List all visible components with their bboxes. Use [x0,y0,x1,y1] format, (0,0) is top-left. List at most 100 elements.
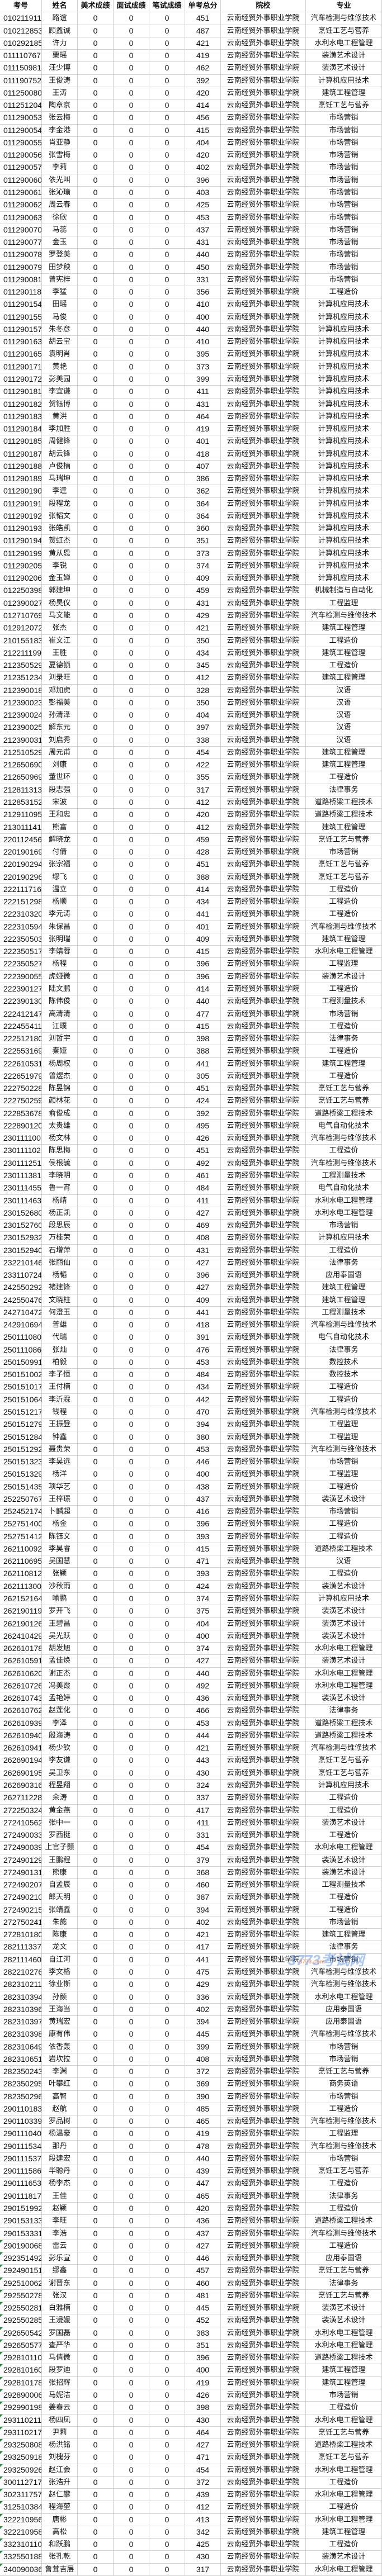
cell-school[interactable]: 云南经贸外事职业学院 [221,211,306,224]
cell-interview-score[interactable]: 0 [114,2128,149,2141]
cell-total-score[interactable]: 404 [185,709,221,722]
cell-major[interactable]: 法律事务 [306,1705,382,1718]
cell-interview-score[interactable]: 0 [114,1207,149,1220]
cell-total-score[interactable]: 434 [185,896,221,909]
cell-exam-id[interactable]: 262110812 [0,1568,42,1581]
cell-interview-score[interactable]: 0 [114,2152,149,2166]
cell-written-score[interactable]: 0 [149,1530,185,1543]
cell-art-score[interactable]: 0 [78,249,114,262]
cell-interview-score[interactable]: 0 [114,759,149,772]
cell-total-score[interactable]: 328 [185,684,221,697]
cell-exam-id[interactable]: 220190296 [0,871,42,884]
cell-interview-score[interactable]: 0 [114,1431,149,1444]
cell-exam-id[interactable]: 292810178 [0,2376,42,2389]
cell-exam-id[interactable]: 282310649 [0,2041,42,2053]
cell-school[interactable]: 云南经贸外事职业学院 [221,1667,306,1680]
cell-exam-id[interactable]: 011290060 [0,174,42,187]
cell-art-score[interactable]: 0 [78,1083,114,1095]
cell-exam-id[interactable]: 293250808 [0,2439,42,2452]
cell-exam-id[interactable]: 011290163 [0,336,42,349]
cell-art-score[interactable]: 0 [78,2090,114,2103]
cell-exam-id[interactable]: 290111817 [0,2190,42,2203]
cell-total-score[interactable]: 350 [185,634,221,647]
cell-written-score[interactable]: 0 [149,1244,185,1257]
cell-major[interactable]: 市场营销 [306,261,382,274]
cell-total-score[interactable]: 427 [185,2439,221,2452]
cell-art-score[interactable]: 0 [78,1369,114,1382]
cell-name[interactable]: 卢俊楠 [42,460,78,473]
cell-interview-score[interactable]: 0 [114,1481,149,1493]
cell-total-score[interactable]: 427 [185,2240,221,2253]
cell-name[interactable]: 李渊 [42,2066,78,2079]
cell-art-score[interactable]: 0 [78,1344,114,1356]
cell-art-score[interactable]: 0 [78,1953,114,1966]
cell-art-score[interactable]: 0 [78,647,114,660]
cell-total-score[interactable]: 336 [185,1991,221,2004]
cell-major[interactable]: 计算机应用技术 [306,448,382,461]
cell-art-score[interactable]: 0 [78,1991,114,2004]
cell-total-score[interactable]: 387 [185,1891,221,1904]
cell-written-score[interactable]: 0 [149,1269,185,1282]
cell-school[interactable]: 云南经贸外事职业学院 [221,2501,306,2514]
cell-school[interactable]: 云南经贸外事职业学院 [221,2177,306,2190]
cell-school[interactable]: 云南经贸外事职业学院 [221,1493,306,1506]
cell-major[interactable]: 计算机应用技术 [306,559,382,573]
cell-interview-score[interactable]: 0 [114,199,149,212]
cell-school[interactable]: 云南经贸外事职业学院 [221,2402,306,2414]
cell-total-score[interactable]: 369 [185,2078,221,2091]
cell-interview-score[interactable]: 0 [114,1891,149,1904]
cell-art-score[interactable]: 0 [78,1431,114,1444]
cell-school[interactable]: 云南经贸外事职业学院 [221,1319,306,1332]
cell-school[interactable]: 云南经贸外事职业学院 [221,1057,306,1070]
cell-written-score[interactable]: 0 [149,1929,185,1942]
cell-art-score[interactable]: 0 [78,734,114,747]
cell-art-score[interactable]: 0 [78,1754,114,1767]
cell-art-score[interactable]: 0 [78,162,114,174]
cell-major[interactable]: 计算机应用技术 [306,298,382,311]
cell-interview-score[interactable]: 0 [114,1406,149,1419]
cell-art-score[interactable]: 0 [78,1481,114,1493]
cell-school[interactable]: 云南经贸外事职业学院 [221,1356,306,1369]
cell-interview-score[interactable]: 0 [114,224,149,237]
cell-art-score[interactable]: 0 [78,2563,114,2576]
cell-written-score[interactable]: 0 [149,921,185,933]
cell-art-score[interactable]: 0 [78,908,114,921]
cell-interview-score[interactable]: 0 [114,1879,149,1892]
cell-written-score[interactable]: 0 [149,1008,185,1021]
cell-name[interactable]: 李元涛 [42,908,78,921]
cell-exam-id[interactable]: 011290185 [0,435,42,448]
cell-total-score[interactable]: 400 [185,1468,221,1481]
cell-art-score[interactable]: 0 [78,995,114,1008]
cell-total-score[interactable]: 411 [185,1194,221,1207]
cell-exam-id[interactable]: 250151435 [0,1481,42,1493]
cell-interview-score[interactable]: 0 [114,2364,149,2377]
cell-total-score[interactable]: 411 [185,386,221,399]
cell-major[interactable]: 水利水电工程管理 [306,1991,382,2004]
cell-exam-id[interactable]: 262610591 [0,1655,42,1668]
cell-major[interactable]: 烹饪工艺与营养 [306,833,382,847]
cell-art-score[interactable]: 0 [78,983,114,996]
cell-total-score[interactable]: 400 [185,311,221,324]
cell-written-score[interactable]: 0 [149,12,185,25]
cell-exam-id[interactable]: 011290155 [0,311,42,324]
cell-name[interactable]: 邓加虎 [42,684,78,697]
cell-total-score[interactable]: 429 [185,1979,221,1991]
cell-written-score[interactable]: 0 [149,559,185,573]
cell-total-score[interactable]: 351 [185,2339,221,2352]
cell-school[interactable]: 云南经贸外事职业学院 [221,1083,306,1095]
cell-major[interactable]: 计算机应用技术 [306,348,382,361]
cell-school[interactable]: 云南经贸外事职业学院 [221,572,306,585]
cell-school[interactable]: 云南经贸外事职业学院 [221,1331,306,1344]
cell-major[interactable]: 建筑工程管理 [306,759,382,772]
cell-interview-score[interactable]: 0 [114,1866,149,1880]
cell-school[interactable]: 云南经贸外事职业学院 [221,871,306,884]
cell-art-score[interactable]: 0 [78,970,114,983]
cell-written-score[interactable]: 0 [149,124,185,137]
cell-written-score[interactable]: 0 [149,1966,185,1979]
cell-school[interactable]: 云南经贸外事职业学院 [221,348,306,361]
cell-school[interactable]: 云南经贸外事职业学院 [221,1468,306,1481]
cell-interview-score[interactable]: 0 [114,746,149,760]
cell-exam-id[interactable]: 262152164 [0,1593,42,1606]
cell-major[interactable]: 烹饪工艺与营养 [306,1083,382,1095]
cell-art-score[interactable]: 0 [78,2053,114,2066]
